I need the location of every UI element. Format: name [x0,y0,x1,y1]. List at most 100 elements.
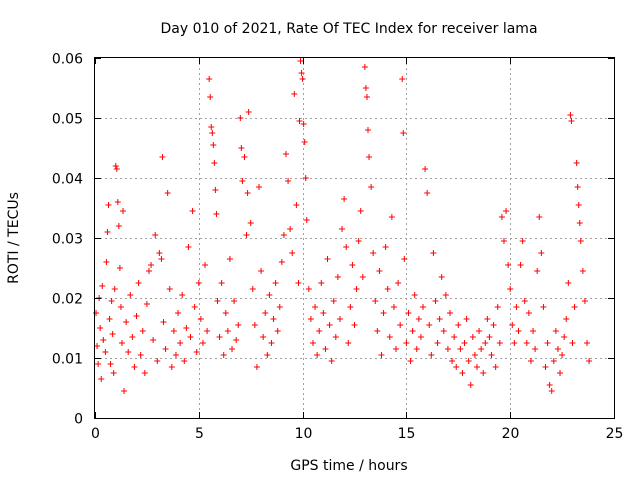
data-point [326,322,333,328]
data-point [444,346,451,352]
data-point [459,370,466,376]
data-point [397,322,404,328]
data-point [191,304,198,310]
data-point [563,316,570,322]
y-tick-label: 0.04 [52,172,83,188]
data-point [226,256,233,262]
data-point [494,304,501,310]
data-point [370,250,377,256]
data-point [426,322,433,328]
data-point [183,325,190,331]
y-tick-label: 0.02 [52,292,83,308]
data-point [353,286,360,292]
data-point [523,340,530,346]
data-point [295,280,302,286]
data-point [434,340,441,346]
data-point [274,328,281,334]
data-point [536,214,543,220]
data-point [511,340,518,346]
plot-frame [94,57,615,419]
data-point [400,130,407,136]
data-point [399,76,406,82]
data-point [534,268,541,274]
data-point [565,280,572,286]
data-point [222,310,229,316]
data-point [208,124,215,130]
data-point [307,316,314,322]
data-point [575,202,582,208]
data-point [159,154,166,160]
data-point [172,352,179,358]
data-point [469,334,476,340]
data-point [336,316,343,322]
data-point [106,316,113,322]
data-point [135,280,142,286]
data-point [233,337,240,343]
grid-lines [95,58,614,418]
data-point [107,361,114,367]
data-point [238,145,245,151]
data-point [332,334,339,340]
data-point [488,352,495,358]
data-point [567,112,574,118]
axis-ticks [95,58,615,419]
data-point [104,229,111,235]
data-point [150,337,157,343]
data-point [202,262,209,268]
data-point [156,250,163,256]
data-point [432,298,439,304]
data-point [457,346,464,352]
data-point [109,331,116,337]
data-point [351,322,358,328]
data-point [320,310,327,316]
data-point [446,310,453,316]
data-point [143,301,150,307]
data-point [133,313,140,319]
data-point [330,298,337,304]
data-point [100,337,107,343]
data-point [544,340,551,346]
data-point [341,196,348,202]
y-tick-label: 0.03 [52,232,83,248]
data-point [266,292,273,298]
data-point [117,304,124,310]
data-point [211,160,218,166]
data-point [231,298,238,304]
data-point [103,259,110,265]
data-point [121,388,128,394]
data-point [540,304,547,310]
data-point [532,346,539,352]
data-point [461,340,468,346]
data-point [438,274,445,280]
data-point [581,298,588,304]
data-point [374,328,381,334]
data-point [548,388,555,394]
data-point [363,94,370,100]
data-point [324,256,331,262]
data-point [185,244,192,250]
data-point [490,322,497,328]
chart-title: Day 010 of 2021, Rate Of TEC Index for r… [160,21,537,37]
data-point [378,352,385,358]
data-point [401,256,408,262]
data-point [244,190,251,196]
data-point [218,280,225,286]
data-point [193,349,200,355]
data-point [216,334,223,340]
data-point [296,118,303,124]
data-point [550,358,557,364]
data-point [436,316,443,322]
data-point [480,370,487,376]
data-point [573,160,580,166]
data-point [409,328,416,334]
data-point [424,190,431,196]
data-point [170,328,177,334]
data-point [187,334,194,340]
y-axis-title: ROTI / TECUs [6,192,22,284]
data-point [207,94,214,100]
data-point [505,262,512,268]
data-point [413,346,420,352]
data-point [110,370,117,376]
data-point [298,70,305,76]
data-point [546,382,553,388]
